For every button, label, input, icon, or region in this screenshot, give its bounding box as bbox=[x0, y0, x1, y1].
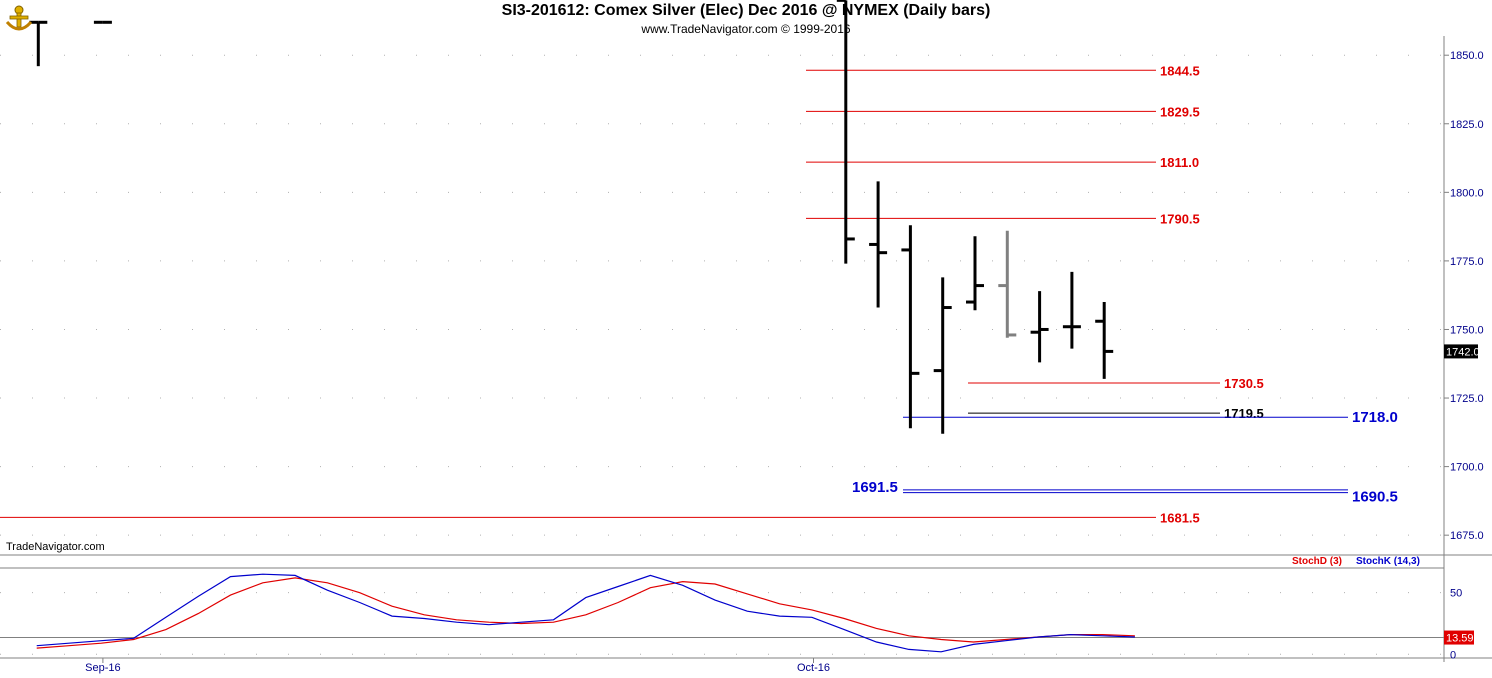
level-label: 1811.0 bbox=[1160, 155, 1199, 170]
osc-value-label: 13.59 bbox=[1446, 633, 1474, 645]
y-tick-label: 1675.0 bbox=[1450, 530, 1484, 542]
chart-subtitle: www.TradeNavigator.com © 1999-2016 bbox=[641, 22, 851, 36]
y-tick-label: 1850.0 bbox=[1450, 50, 1484, 62]
ohlc-bar bbox=[1030, 291, 1049, 363]
x-tick-label: Oct-16 bbox=[797, 662, 830, 674]
ohlc-bar bbox=[901, 225, 920, 429]
level-label: 1844.5 bbox=[1160, 63, 1200, 78]
stoch-line-k bbox=[36, 573, 1135, 653]
y-tick-label: 1750.0 bbox=[1450, 324, 1484, 336]
y-tick-label: 1800.0 bbox=[1450, 187, 1484, 199]
ohlc-bar bbox=[869, 181, 888, 308]
last-price-badge bbox=[1444, 344, 1478, 359]
level-label: 1730.5 bbox=[1224, 376, 1264, 391]
level-label: 1681.5 bbox=[1160, 510, 1200, 525]
stoch-line-d bbox=[36, 577, 1135, 649]
y-tick-label: 1725.0 bbox=[1450, 393, 1484, 405]
ohlc-bar bbox=[966, 236, 984, 311]
osc-tick-label: 50 bbox=[1450, 588, 1462, 600]
level-label: 1829.5 bbox=[1160, 104, 1200, 119]
level-label: 1719.5 bbox=[1224, 406, 1264, 421]
y-tick-label: 1825.0 bbox=[1450, 119, 1484, 131]
ohlc-bar bbox=[933, 277, 952, 434]
level-label: 1691.5 bbox=[852, 479, 898, 496]
y-tick-label: 1775.0 bbox=[1450, 256, 1484, 268]
legend-stochd: StochD (3) bbox=[1292, 556, 1342, 567]
ohlc-bar bbox=[836, 0, 855, 264]
y-tick-label: 1700.0 bbox=[1450, 462, 1484, 474]
legend-stochk: StochK (14,3) bbox=[1356, 556, 1420, 567]
osc-tick-label: 0 bbox=[1450, 649, 1456, 661]
trade-navigator-logo-icon bbox=[5, 5, 33, 31]
chart-title: SI3-201612: Comex Silver (Elec) Dec 2016… bbox=[501, 2, 991, 19]
ohlc-bar bbox=[998, 230, 1017, 338]
watermark-text: TradeNavigator.com bbox=[6, 541, 105, 553]
level-label: 1690.5 bbox=[1352, 489, 1398, 506]
level-label: 1790.5 bbox=[1160, 211, 1200, 226]
ohlc-bar bbox=[1095, 302, 1114, 379]
x-tick-label: Sep-16 bbox=[85, 662, 120, 674]
ohlc-bar bbox=[1062, 271, 1081, 349]
last-price-label: 1742.0 bbox=[1446, 346, 1480, 358]
chart-header: SI3-201612: Comex Silver (Elec) Dec 2016… bbox=[0, 0, 1492, 36]
osc-value-badge bbox=[1444, 630, 1474, 645]
level-label: 1718.0 bbox=[1352, 409, 1398, 426]
